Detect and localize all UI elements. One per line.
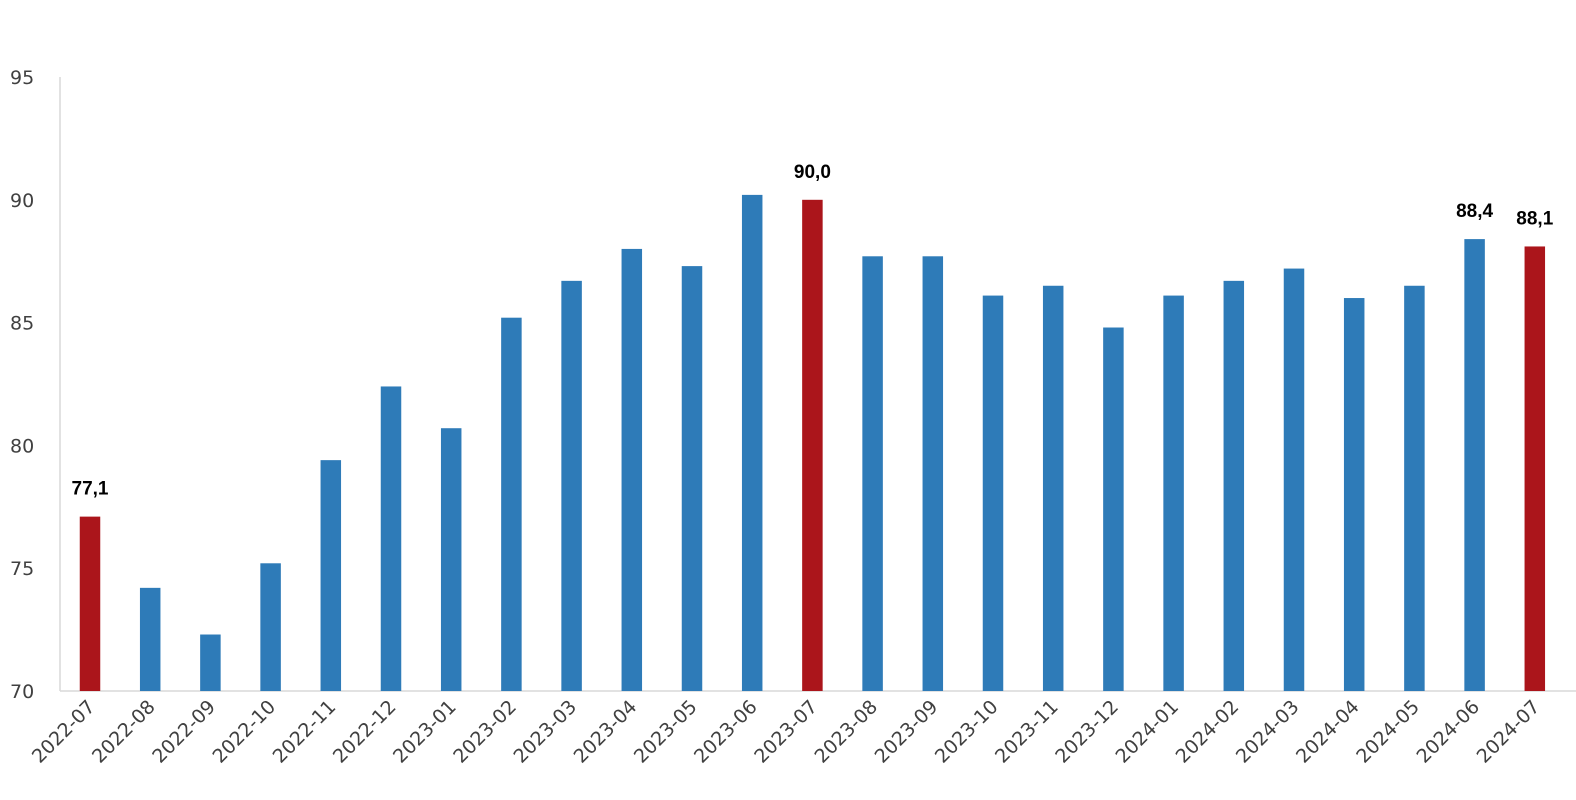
bar-2023-09 [922,256,944,691]
x-tick-label-2024-06: 2024-06 [1412,696,1484,768]
x-tick-label-2024-03: 2024-03 [1232,696,1304,768]
bar-2023-04 [621,248,643,692]
x-tick-label-2022-11: 2022-11 [269,696,341,768]
x-tick-label-2024-04: 2024-04 [1292,696,1364,768]
x-tick-label-2023-12: 2023-12 [1051,696,1123,768]
y-tick-label: 90 [10,190,34,212]
bar-2023-06 [741,194,763,691]
bars [79,194,1546,692]
x-tick-label-2023-05: 2023-05 [630,696,702,768]
x-tick-label-2022-09: 2022-09 [148,696,220,768]
bar-2022-12 [380,386,402,691]
x-tick-label-2023-09: 2023-09 [871,696,943,768]
bar-2023-07 [802,199,823,692]
x-tick-label-2022-07: 2022-07 [28,696,100,768]
x-tick-label-2023-02: 2023-02 [449,696,521,768]
bar-2023-11 [1042,285,1064,691]
x-tick-label-2023-10: 2023-10 [931,696,1003,768]
y-tick-label: 70 [10,681,34,703]
bar-2023-05 [681,266,703,691]
x-tick-label-2023-03: 2023-03 [509,696,581,768]
x-tick-label-2022-08: 2022-08 [88,696,160,768]
x-tick-label-2023-01: 2023-01 [389,696,461,768]
y-axis-ticks: 70 75 80 85 90 95 [10,67,34,703]
x-tick-label-2023-06: 2023-06 [690,696,762,768]
x-tick-label-2023-07: 2023-07 [750,696,822,768]
x-tick-label-2023-11: 2023-11 [991,696,1063,768]
y-tick-label: 80 [10,435,34,457]
x-tick-label-2024-02: 2024-02 [1172,696,1244,768]
bar-2024-04 [1343,298,1365,691]
bar-2022-09 [200,634,221,691]
x-tick-label-2024-01: 2024-01 [1111,696,1183,768]
bar-2023-12 [1103,327,1124,691]
x-tick-label-2024-07: 2024-07 [1473,696,1545,768]
y-tick-label: 95 [10,67,34,89]
bar-2024-05 [1404,285,1425,691]
bar-2023-02 [501,317,522,691]
bar-2024-06 [1464,239,1485,691]
bar-2023-10 [982,295,1004,691]
bar-2022-11 [320,460,342,691]
y-tick-label: 85 [10,313,34,335]
bar-2023-01 [440,428,462,691]
x-tick-label-2022-10: 2022-10 [208,696,280,768]
x-axis-ticks: 2022-072022-082022-092022-102022-112022-… [28,696,1544,768]
bar-2024-07 [1524,246,1546,691]
bar-2024-03 [1283,268,1305,691]
data-label-2023-07: 90,0 [794,162,831,183]
x-tick-label-2022-12: 2022-12 [329,696,401,768]
data-label-2024-07: 88,1 [1516,208,1553,229]
bar-2024-02 [1223,280,1245,691]
x-tick-label-2024-05: 2024-05 [1352,696,1424,768]
data-label-2024-06: 88,4 [1456,201,1493,222]
bar-2022-08 [139,587,161,691]
bar-2023-08 [862,256,883,691]
data-label-2022-07: 77,1 [72,479,109,500]
x-tick-label-2023-04: 2023-04 [570,696,642,768]
x-tick-label-2023-08: 2023-08 [810,696,882,768]
bar-2022-07 [79,516,101,691]
bar-2024-01 [1163,295,1184,691]
bar-2022-10 [260,563,281,691]
y-tick-label: 75 [10,558,34,580]
data-labels: 77,1 90,0 88,4 88,1 [72,162,1554,500]
bar-2023-03 [561,280,582,691]
